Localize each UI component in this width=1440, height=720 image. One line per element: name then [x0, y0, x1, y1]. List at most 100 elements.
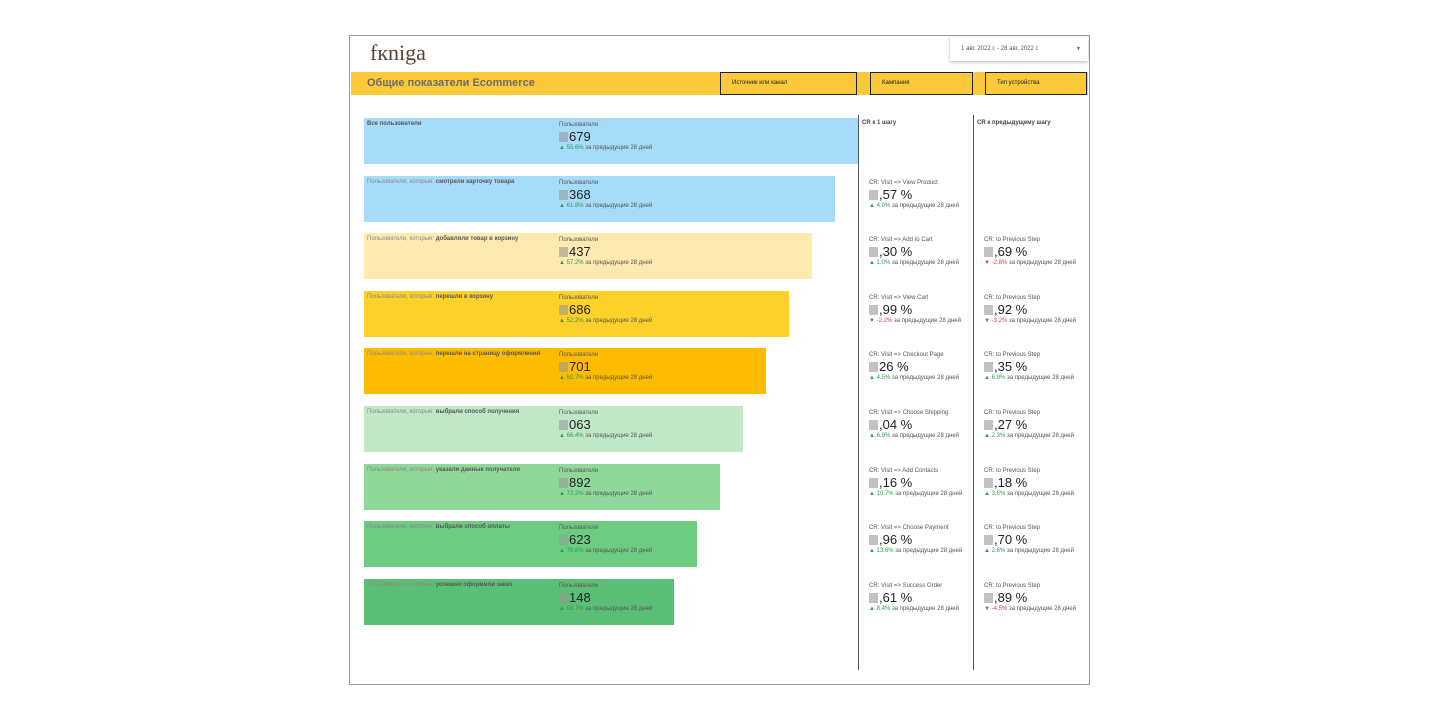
filter-label: Кампания	[882, 80, 910, 86]
arrow-up: ▲	[869, 490, 877, 497]
metric-value: ,27 %	[984, 417, 1074, 432]
redacted	[559, 247, 568, 258]
metric-change: ▲ 62.7% за предыдущие 28 дней	[559, 375, 652, 381]
metric-change: ▲ 2.3% за предыдущие 28 дней	[984, 433, 1074, 439]
arrow-down: ▼	[869, 317, 877, 324]
redacted	[559, 592, 568, 603]
arrow-down: ▼	[984, 605, 992, 612]
redacted	[984, 247, 993, 258]
redacted	[559, 362, 568, 373]
arrow-up: ▲	[559, 202, 567, 209]
step-name: выбрали способ оплаты	[435, 524, 510, 531]
header-band	[351, 72, 1088, 95]
metric-value: ,70 %	[984, 532, 1074, 547]
metric-value: ,57 %	[869, 187, 959, 202]
metric-value: 686	[559, 302, 652, 317]
metric-block: CR: to Previous Step ,35 % ▲ 6.9% за преды…	[984, 352, 1074, 381]
metric-change: ▲ 1.0% за предыдущие 28 дней	[869, 260, 959, 266]
metric-change: ▼ -3.2% за предыдущие 28 дней	[984, 318, 1076, 324]
metric-number: ,27 %	[994, 417, 1028, 432]
metric-name: CR: to Previous Step	[984, 525, 1041, 532]
redacted	[869, 362, 878, 373]
step-name: смотрели карточку товара	[435, 178, 515, 185]
metric-number: 148	[569, 589, 591, 605]
metric-value: 368	[559, 187, 652, 202]
arrow-up: ▲	[559, 145, 567, 151]
step-label: Все пользователи	[367, 121, 422, 127]
redacted	[869, 535, 878, 546]
metric-block: CR: to Previous Step ,92 % ▼ -3.2% за пред…	[984, 295, 1076, 324]
metric-block: CR: to Previous Step ,27 % ▲ 2.3% за преды…	[984, 410, 1074, 439]
redacted	[559, 132, 568, 142]
metric-value: ,16 %	[869, 475, 962, 490]
filter-dropdown[interactable]: Источник или канал	[720, 72, 857, 95]
arrow-up: ▲	[984, 490, 992, 497]
metric-value: 26 %	[869, 359, 959, 374]
period: за предыдущие 28 дней	[1008, 317, 1076, 324]
redacted	[984, 477, 993, 488]
metric-value: 892	[559, 475, 652, 490]
logo: fкniga	[370, 40, 426, 65]
step-label: Пользователи, которые: указали данные по…	[367, 467, 520, 473]
step-label: Пользователи, которые: перешли в корзину	[367, 294, 493, 300]
metric-value: ,89 %	[984, 590, 1076, 605]
period: за предыдущие 28 дней	[891, 260, 959, 267]
arrow-up: ▲	[869, 605, 877, 612]
filter-dropdown[interactable]: Кампания	[870, 72, 973, 95]
metric-name: CR: Visit => Choose Payment	[869, 525, 949, 532]
metric-block: CR: to Previous Step ,70 % ▲ 2.6% за преды…	[984, 525, 1074, 554]
change-value: 68.7%	[566, 605, 584, 612]
metric-value: ,04 %	[869, 417, 959, 432]
metric-number: ,35 %	[994, 359, 1028, 375]
metric-name: Пользователи	[559, 582, 599, 589]
filter-label: Тип устройства	[997, 80, 1040, 86]
metric-number: ,18 %	[994, 474, 1028, 490]
metric-value: ,69 %	[984, 244, 1076, 259]
metric-block: Пользователи 063 ▲ 66.4% за предыдущие 28 …	[559, 410, 652, 439]
change-value: 76.8%	[566, 548, 584, 555]
metric-value: 148	[559, 590, 652, 605]
period: за предыдущие 28 дней	[585, 260, 653, 267]
metric-block: CR: Visit => View Cart ,99 % ▼ -2.2% за пр…	[869, 295, 961, 324]
arrow-down: ▼	[984, 260, 992, 267]
redacted	[869, 477, 878, 488]
metric-block: Пользователи 623 ▲ 76.8% за предыдущие 28 …	[559, 525, 652, 554]
change-value: 2.6%	[991, 548, 1006, 555]
step-name: добавляли товар в корзину	[435, 236, 519, 243]
metric-change: ▲ 66.4% за предыдущие 28 дней	[559, 433, 652, 439]
arrow-up: ▲	[984, 433, 992, 439]
metric-name: CR: Visit => Success Order	[869, 582, 943, 589]
arrow-up: ▲	[869, 375, 877, 382]
metric-name: CR: to Previous Step	[984, 582, 1041, 589]
metric-name: Пользователи	[559, 467, 599, 474]
metric-value: 063	[559, 417, 652, 432]
metric-number: 26 %	[879, 359, 909, 375]
metric-block: CR: Visit => Add to Cart ,30 % ▲ 1.0% за п…	[869, 237, 959, 266]
metric-block: CR: Visit => Success Order ,61 % ▲ 8.4% за…	[869, 583, 959, 612]
period: за предыдущие 28 дней	[1008, 260, 1076, 267]
metric-number: ,99 %	[879, 301, 913, 317]
metric-number: 063	[569, 417, 591, 432]
change-value: 10.7%	[876, 490, 894, 497]
arrow-down: ▼	[984, 317, 992, 324]
metric-change: ▲ 3.5% за предыдущие 28 дней	[984, 491, 1074, 497]
metric-name: Пользователи	[559, 525, 599, 532]
metric-name: CR: to Previous Step	[984, 294, 1041, 301]
period: за предыдущие 28 дней	[585, 433, 653, 439]
metric-block: CR: to Previous Step ,69 % ▼ -2.8% за пред…	[984, 237, 1076, 266]
period: за предыдущие 28 дней	[891, 433, 959, 439]
arrow-up: ▲	[869, 260, 877, 267]
filter-dropdown[interactable]: Тип устройства	[985, 72, 1087, 95]
metric-change: ▲ 10.7% за предыдущие 28 дней	[869, 491, 962, 497]
metric-name: Пользователи	[559, 294, 599, 301]
metric-change: ▲ 8.4% за предыдущие 28 дней	[869, 606, 959, 612]
metric-number: 623	[569, 532, 591, 548]
metric-block: Пользователи 368 ▲ 61.8% за предыдущие 28 …	[559, 180, 652, 209]
metric-block: CR: Visit => Checkout Page 26 % ▲ 4.5% за …	[869, 352, 959, 381]
metric-number: ,16 %	[879, 474, 913, 490]
metric-number: 437	[569, 244, 591, 260]
funnel-bar	[364, 463, 720, 510]
date-range-picker[interactable]: 1 авг. 2022 г. - 28 авг. 2022 г. ▼	[950, 37, 1088, 61]
change-value: 4.0%	[876, 202, 891, 209]
metric-name: Пользователи	[559, 352, 599, 359]
